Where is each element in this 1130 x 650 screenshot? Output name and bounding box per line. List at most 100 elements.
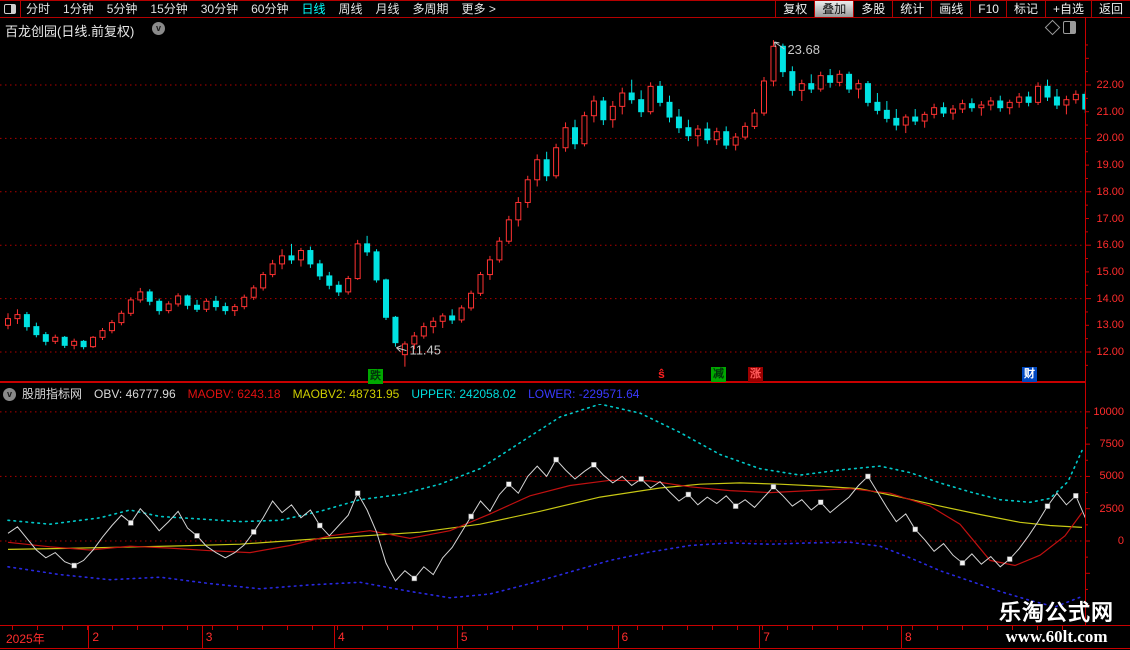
date-tick: [1062, 626, 1063, 630]
stock-title: 百龙创园(日线.前复权): [5, 24, 135, 39]
obv-indicator-chart[interactable]: [0, 404, 1085, 625]
toolbar-button-+自选[interactable]: +自选: [1044, 1, 1091, 17]
month-label-6: 6: [621, 630, 629, 644]
period-tab-日线[interactable]: 日线: [301, 2, 326, 16]
month-separator: [618, 626, 619, 648]
date-tick: [12, 626, 13, 630]
period-tab-30分钟[interactable]: 30分钟: [200, 2, 239, 16]
annotations: 23.68 11.45: [396, 41, 820, 358]
date-tick: [412, 626, 413, 630]
toolbar-button-画线[interactable]: 画线: [931, 1, 970, 17]
period-tab-1分钟[interactable]: 1分钟: [63, 2, 94, 16]
date-tick: [237, 626, 238, 630]
title-chevron-down-icon[interactable]: v: [152, 22, 165, 35]
indicator-value-4: UPPER: 242058.02: [411, 386, 517, 401]
indicator-label-10000: 10000: [1093, 405, 1124, 418]
lower-band-line: [7, 541, 1083, 608]
maobv2-line: [7, 482, 1083, 550]
date-tick: [787, 626, 788, 630]
price-label-17.00: 17.00: [1096, 212, 1124, 225]
month-label-5: 5: [460, 630, 468, 644]
indicator-value-2: MAOBV: 6243.18: [187, 386, 281, 401]
period-tabs: 分时 1分钟 5分钟 15分钟 30分钟 60分钟 日线 周线 月线 多周期 更多 >: [26, 1, 496, 17]
date-tick: [462, 626, 463, 630]
price-label-22.00: 22.00: [1096, 79, 1124, 91]
date-tick: [987, 626, 988, 630]
pane-toggle-button[interactable]: [0, 1, 21, 17]
indicator-header: v 股朋指标网 OBV: 46777.96 MAOBV: 6243.18 MAOBV2…: [0, 382, 1085, 404]
period-tab-周线[interactable]: 周线: [338, 2, 363, 16]
month-label-8: 8: [905, 630, 912, 644]
period-tab-月线[interactable]: 月线: [375, 2, 400, 16]
signal-ŝ: ŝ: [658, 367, 665, 381]
watermark-site-name: 乐淘公式网: [998, 600, 1114, 625]
date-tick: [487, 626, 488, 630]
diamond-icon[interactable]: [1044, 19, 1061, 36]
date-tick: [512, 626, 513, 630]
year-label: 2025年: [6, 632, 45, 646]
signal-跌: 跌: [368, 369, 383, 384]
indicator-chevron-down-icon[interactable]: v: [3, 388, 16, 401]
date-tick: [737, 626, 738, 630]
indicator-value-3: MAOBV2: 48731.95: [292, 386, 400, 401]
date-tick: [262, 626, 263, 630]
toolbar-button-复权[interactable]: 复权: [775, 1, 814, 17]
watermark-url: www.60lt.com: [1005, 627, 1108, 646]
date-tick: [62, 626, 63, 630]
date-tick: [387, 626, 388, 630]
month-label-3: 3: [205, 630, 213, 644]
obv-line: [7, 458, 1085, 582]
candles: [5, 40, 1085, 367]
toolbar-button-多股[interactable]: 多股: [853, 1, 892, 17]
date-tick: [687, 626, 688, 630]
date-tick: [362, 626, 363, 630]
month-separator: [901, 626, 902, 648]
price-gridlines: [0, 84, 1085, 353]
toolbar-button-返回[interactable]: 返回: [1090, 1, 1130, 17]
date-tick: [562, 626, 563, 630]
signal-涨: 涨: [748, 367, 763, 382]
month-label-7: 7: [763, 630, 770, 644]
date-tick: [287, 626, 288, 630]
toolbar-buttons: 复权 叠加 多股 统计 画线 F10 标记 +自选 返回: [775, 1, 1130, 17]
date-tick: [862, 626, 863, 630]
date-tick: [162, 626, 163, 630]
period-tab-多周期[interactable]: 多周期: [412, 2, 449, 16]
split-view-icon[interactable]: [1063, 21, 1076, 34]
period-tab-5分钟[interactable]: 5分钟: [106, 2, 138, 16]
price-label-14.00: 14.00: [1096, 292, 1124, 305]
month-separator: [88, 626, 89, 648]
signal-财: 财: [1022, 367, 1037, 382]
month-separator: [202, 626, 203, 648]
indicator-name: 股朋指标网: [22, 387, 83, 401]
toolbar-button-F10[interactable]: F10: [970, 1, 1006, 17]
toolbar-button-标记[interactable]: 标记: [1005, 1, 1045, 17]
signal-减: 减: [711, 367, 726, 382]
month-separator: [759, 626, 760, 648]
upper-band-line: [7, 404, 1083, 526]
date-tick: [887, 626, 888, 630]
month-label-4: 4: [338, 630, 345, 644]
period-tab-更多 >[interactable]: 更多 >: [461, 2, 496, 16]
date-tick: [537, 626, 538, 630]
indicator-value-5: LOWER: -229571.64: [528, 386, 640, 401]
date-tick: [1037, 626, 1038, 630]
period-tab-15分钟[interactable]: 15分钟: [150, 2, 188, 16]
date-tick: [837, 626, 838, 630]
indicator-label-5000: 5000: [1099, 470, 1124, 483]
candlestick-chart[interactable]: 23.68 11.45: [0, 40, 1085, 382]
period-tab-分时[interactable]: 分时: [26, 2, 51, 16]
split-pane-icon: [4, 4, 16, 14]
date-tick: [587, 626, 588, 630]
month-label-2: 2: [92, 630, 100, 644]
date-tick: [312, 626, 313, 630]
date-tick: [637, 626, 638, 630]
svg-text:11.45: 11.45: [409, 343, 441, 358]
toolbar-button-统计[interactable]: 统计: [892, 1, 931, 17]
date-axis[interactable]: 2025年 2 3 4 5 6 7 8: [0, 625, 1130, 649]
date-tick: [937, 626, 938, 630]
toolbar-button-叠加[interactable]: 叠加: [814, 1, 854, 17]
period-tab-60分钟[interactable]: 60分钟: [251, 2, 289, 16]
price-label-15.00: 15.00: [1096, 265, 1124, 278]
chart-title-row: 百龙创园(日线.前复权) v: [0, 17, 1130, 40]
